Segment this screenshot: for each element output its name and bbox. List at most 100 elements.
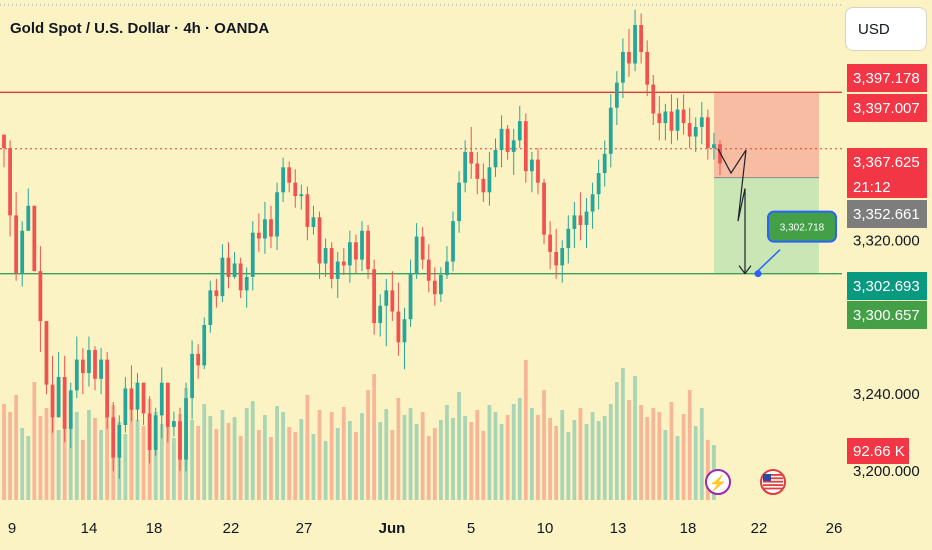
candle[interactable] <box>87 336 91 387</box>
candle[interactable] <box>481 163 486 202</box>
price-label[interactable]: 3,302.693 <box>847 272 927 300</box>
candle[interactable] <box>572 201 577 249</box>
price-axis[interactable]: 3,320.000 3,240.000 3,200.000 3,397.178 3,39… <box>847 64 927 480</box>
candle[interactable] <box>99 348 103 395</box>
candle[interactable] <box>178 407 182 472</box>
time-axis[interactable]: 9 14 18 22 27 Jun 5 10 13 18 22 26 <box>8 520 843 537</box>
candle[interactable] <box>305 186 310 241</box>
candle[interactable] <box>681 94 686 135</box>
candle[interactable] <box>475 151 480 195</box>
candle[interactable] <box>366 225 370 279</box>
candle[interactable] <box>50 355 55 433</box>
candle[interactable] <box>123 376 128 433</box>
candle[interactable] <box>141 382 146 425</box>
candle[interactable] <box>378 294 383 337</box>
candle[interactable] <box>663 103 668 141</box>
candle[interactable] <box>693 117 698 152</box>
candle[interactable] <box>487 151 492 206</box>
candle[interactable] <box>2 134 6 168</box>
candle[interactable] <box>329 242 334 289</box>
candle[interactable] <box>627 28 631 77</box>
candle[interactable] <box>8 140 12 237</box>
candle[interactable] <box>220 244 225 302</box>
candle[interactable] <box>414 223 419 279</box>
candle[interactable] <box>402 307 407 370</box>
candle[interactable] <box>590 182 595 229</box>
candle[interactable] <box>384 278 389 347</box>
candle[interactable] <box>93 346 97 391</box>
candle[interactable] <box>190 340 194 420</box>
candle[interactable] <box>81 348 85 395</box>
candle[interactable] <box>208 280 213 333</box>
candle[interactable] <box>238 257 243 299</box>
candle[interactable] <box>341 248 346 275</box>
candle[interactable] <box>633 9 637 72</box>
candle[interactable] <box>26 188 31 231</box>
candle[interactable] <box>578 192 583 241</box>
candle[interactable] <box>335 251 340 299</box>
candle[interactable] <box>293 169 298 208</box>
candle[interactable] <box>38 246 43 352</box>
candle[interactable] <box>566 215 571 264</box>
stop-loss-zone[interactable] <box>714 92 819 178</box>
candle[interactable] <box>32 205 37 272</box>
candle[interactable] <box>511 128 516 175</box>
candle[interactable] <box>451 211 455 272</box>
candle[interactable] <box>432 267 437 306</box>
candle[interactable] <box>250 221 255 291</box>
currency-button[interactable]: USD <box>845 7 927 51</box>
price-label[interactable]: 3,367.625 <box>847 148 927 176</box>
candle[interactable] <box>542 178 546 245</box>
candle[interactable] <box>184 382 188 472</box>
candle[interactable] <box>675 98 680 141</box>
candle[interactable] <box>68 382 73 449</box>
candle[interactable] <box>687 107 692 149</box>
price-label[interactable]: 3,397.178 <box>847 64 927 92</box>
candle[interactable] <box>517 105 522 149</box>
candle[interactable] <box>287 161 292 193</box>
candle[interactable] <box>439 267 443 302</box>
candle[interactable] <box>105 351 110 429</box>
candle[interactable] <box>153 407 158 456</box>
candle[interactable] <box>269 205 273 249</box>
candle[interactable] <box>426 244 431 293</box>
candle[interactable] <box>390 271 395 322</box>
candle[interactable] <box>74 336 79 399</box>
candle[interactable] <box>56 351 61 418</box>
candle[interactable] <box>493 138 498 177</box>
callout-anchor[interactable] <box>754 270 762 278</box>
candle[interactable] <box>111 401 116 472</box>
candle[interactable] <box>621 38 625 99</box>
candle[interactable] <box>712 132 716 160</box>
candle[interactable] <box>202 317 207 370</box>
event-markers[interactable]: ⚡ <box>705 469 786 495</box>
candle[interactable] <box>117 415 122 479</box>
volume-label[interactable]: 92.66 K <box>847 438 909 464</box>
candle[interactable] <box>165 382 170 443</box>
projected-path[interactable]: 3,302.718 <box>717 148 837 278</box>
candle[interactable] <box>147 396 152 464</box>
candle[interactable] <box>263 201 267 254</box>
candle[interactable] <box>20 221 25 287</box>
candle[interactable] <box>530 151 534 193</box>
position-tool[interactable] <box>714 92 819 274</box>
candle[interactable] <box>560 240 565 283</box>
candle[interactable] <box>669 94 674 145</box>
candle[interactable] <box>554 228 559 279</box>
candle[interactable] <box>44 321 49 395</box>
candle[interactable] <box>299 184 304 210</box>
candle[interactable] <box>159 367 164 439</box>
candle[interactable] <box>196 344 201 379</box>
price-label[interactable]: 3,300.657 <box>847 301 927 329</box>
price-label[interactable]: 3,397.007 <box>847 94 927 122</box>
candle[interactable] <box>317 211 322 279</box>
candle[interactable] <box>396 282 401 356</box>
candle[interactable] <box>135 373 140 422</box>
candle[interactable] <box>469 126 474 179</box>
candle[interactable] <box>172 411 176 437</box>
candle[interactable] <box>275 182 279 250</box>
candle[interactable] <box>323 238 328 277</box>
candle[interactable] <box>602 140 607 187</box>
candle[interactable] <box>645 40 650 97</box>
candle[interactable] <box>614 71 619 125</box>
